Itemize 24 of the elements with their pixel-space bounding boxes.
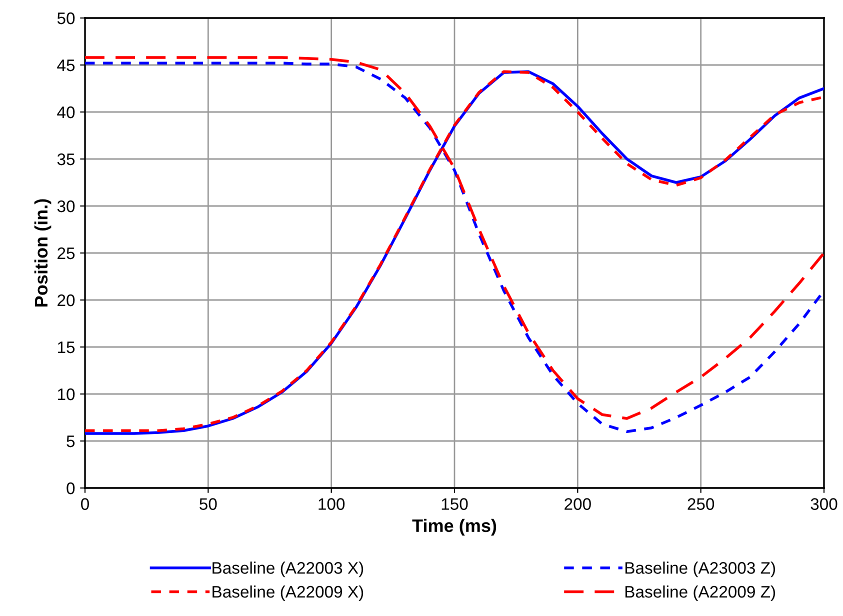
legend-label: Baseline (A22009 Z) <box>625 585 776 601</box>
y-tick-label: 20 <box>58 294 75 306</box>
y-tick-label: 45 <box>57 60 75 72</box>
legend-label: Baseline (A22009 X) <box>212 585 364 601</box>
y-tick-label: 25 <box>58 247 75 260</box>
x-tick-label: 0 <box>81 498 89 510</box>
y-tick-label: 0 <box>66 482 75 494</box>
x-tick-label: 300 <box>810 498 838 510</box>
y-axis-title: Position (in.) <box>34 199 52 306</box>
y-tick-label: 50 <box>57 12 75 24</box>
x-tick-label: 100 <box>318 498 345 510</box>
y-tick-label: 5 <box>66 436 75 448</box>
y-tick-label: 10 <box>58 388 75 400</box>
y-tick-label: 15 <box>58 342 75 354</box>
x-axis-title: Time (ms) <box>412 518 496 536</box>
y-tick-label: 30 <box>57 200 75 212</box>
x-tick-label: 50 <box>200 498 217 510</box>
x-tick-label: 150 <box>442 498 468 510</box>
y-tick-label: 40 <box>57 106 75 118</box>
legend-label: Baseline (A23003 Z) <box>625 562 776 578</box>
y-tick-label: 35 <box>57 153 75 166</box>
x-tick-label: 250 <box>688 498 714 510</box>
x-tick-label: 200 <box>564 498 591 510</box>
legend-label: Baseline (A22003 X) <box>212 562 364 578</box>
